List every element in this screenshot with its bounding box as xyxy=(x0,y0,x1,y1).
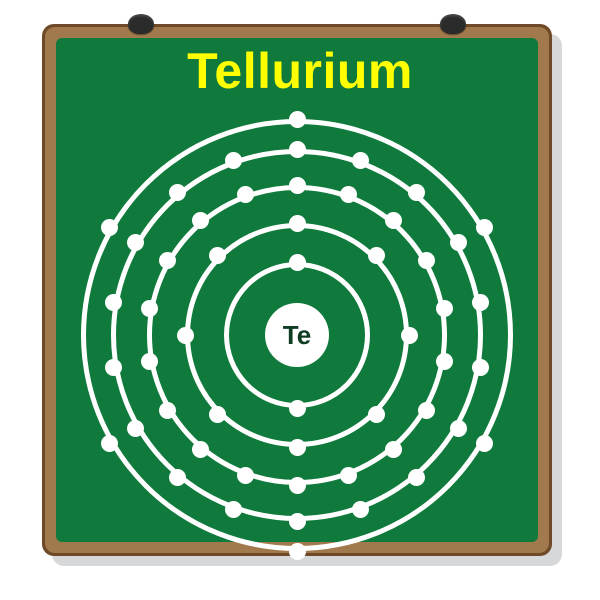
diagram-stage: Tellurium Te xyxy=(0,0,600,600)
electron xyxy=(101,219,118,236)
electron xyxy=(476,435,493,452)
board-clip-left xyxy=(128,14,154,34)
nucleus-symbol: Te xyxy=(283,320,311,351)
electron xyxy=(289,543,306,560)
board-clip-right xyxy=(440,14,466,34)
element-title: Tellurium xyxy=(0,42,600,100)
electron xyxy=(289,111,306,128)
atom-diagram: Te xyxy=(69,107,526,564)
electron xyxy=(101,435,118,452)
electron xyxy=(476,219,493,236)
nucleus: Te xyxy=(265,303,329,367)
